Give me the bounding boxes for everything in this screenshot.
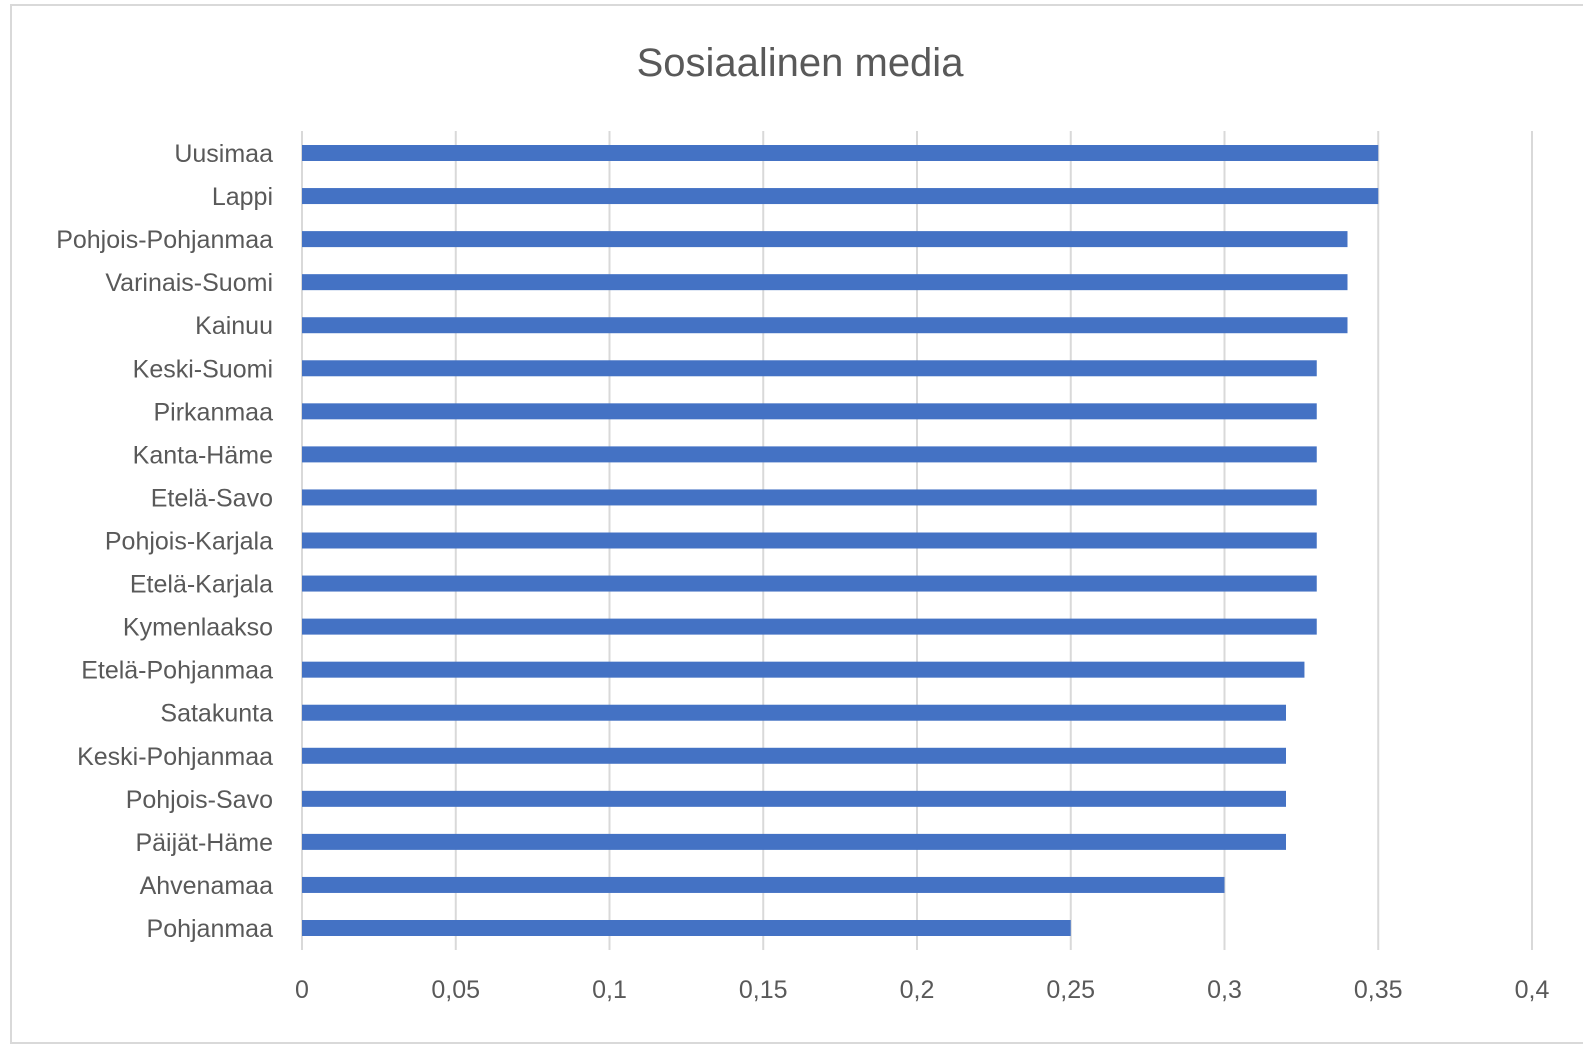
bar [302,489,1317,506]
bar [302,446,1317,463]
category-label: Ahvenamaa [140,872,274,900]
category-label: Pohjois-Savo [126,786,273,814]
x-tick-label: 0,35 [1354,976,1403,1004]
category-label: Keski-Suomi [133,355,273,383]
category-label: Varinais-Suomi [105,269,273,297]
chart-title: Sosiaalinen media [637,41,965,85]
bar [302,661,1305,678]
category-label: Pohjanmaa [147,915,274,943]
bar [302,274,1348,291]
category-label: Keski-Pohjanmaa [77,743,273,771]
bar [302,231,1348,248]
chart-frame [10,4,1583,1044]
x-axis-tick-labels: 0 0,05 0,1 0,15 0,2 0,25 0,3 0,35 0,4 [295,976,1549,1004]
bar [302,920,1071,936]
bar [302,317,1348,334]
category-label: Etelä-Savo [151,484,273,512]
category-label: Pohjois-Pohjanmaa [56,226,273,254]
category-label: Etelä-Pohjanmaa [81,657,273,685]
bar [302,833,1286,850]
bar [302,188,1379,205]
bar [302,360,1317,377]
bar [302,876,1225,893]
bar [302,403,1317,420]
bar [302,790,1286,807]
category-label: Etelä-Karjala [130,571,273,599]
x-tick-label: 0,1 [592,976,627,1004]
bar [302,532,1317,549]
x-tick-label: 0 [295,976,309,1004]
category-label: Satakunta [160,700,273,728]
bar [302,145,1379,161]
category-label: Pohjois-Karjala [105,528,273,556]
bars [302,145,1379,936]
category-label: Pirkanmaa [154,398,274,426]
x-tick-label: 0,3 [1207,976,1242,1004]
category-label: Lappi [212,183,273,211]
x-tick-label: 0,4 [1515,976,1550,1004]
bar [302,747,1286,764]
bar [302,618,1317,635]
category-label: Päijät-Häme [135,829,273,857]
x-tick-label: 0,05 [431,976,480,1004]
bar [302,575,1317,592]
x-tick-label: 0,2 [900,976,935,1004]
category-label: Uusimaa [174,140,273,168]
category-label: Kanta-Häme [133,441,273,469]
category-label: Kainuu [195,312,273,340]
x-tick-label: 0,15 [739,976,788,1004]
x-tick-label: 0,25 [1046,976,1095,1004]
category-label: Kymenlaakso [123,614,273,642]
category-labels: Uusimaa Lappi Pohjois-Pohjanmaa Varinais-Su… [56,140,273,943]
bar [302,704,1286,721]
